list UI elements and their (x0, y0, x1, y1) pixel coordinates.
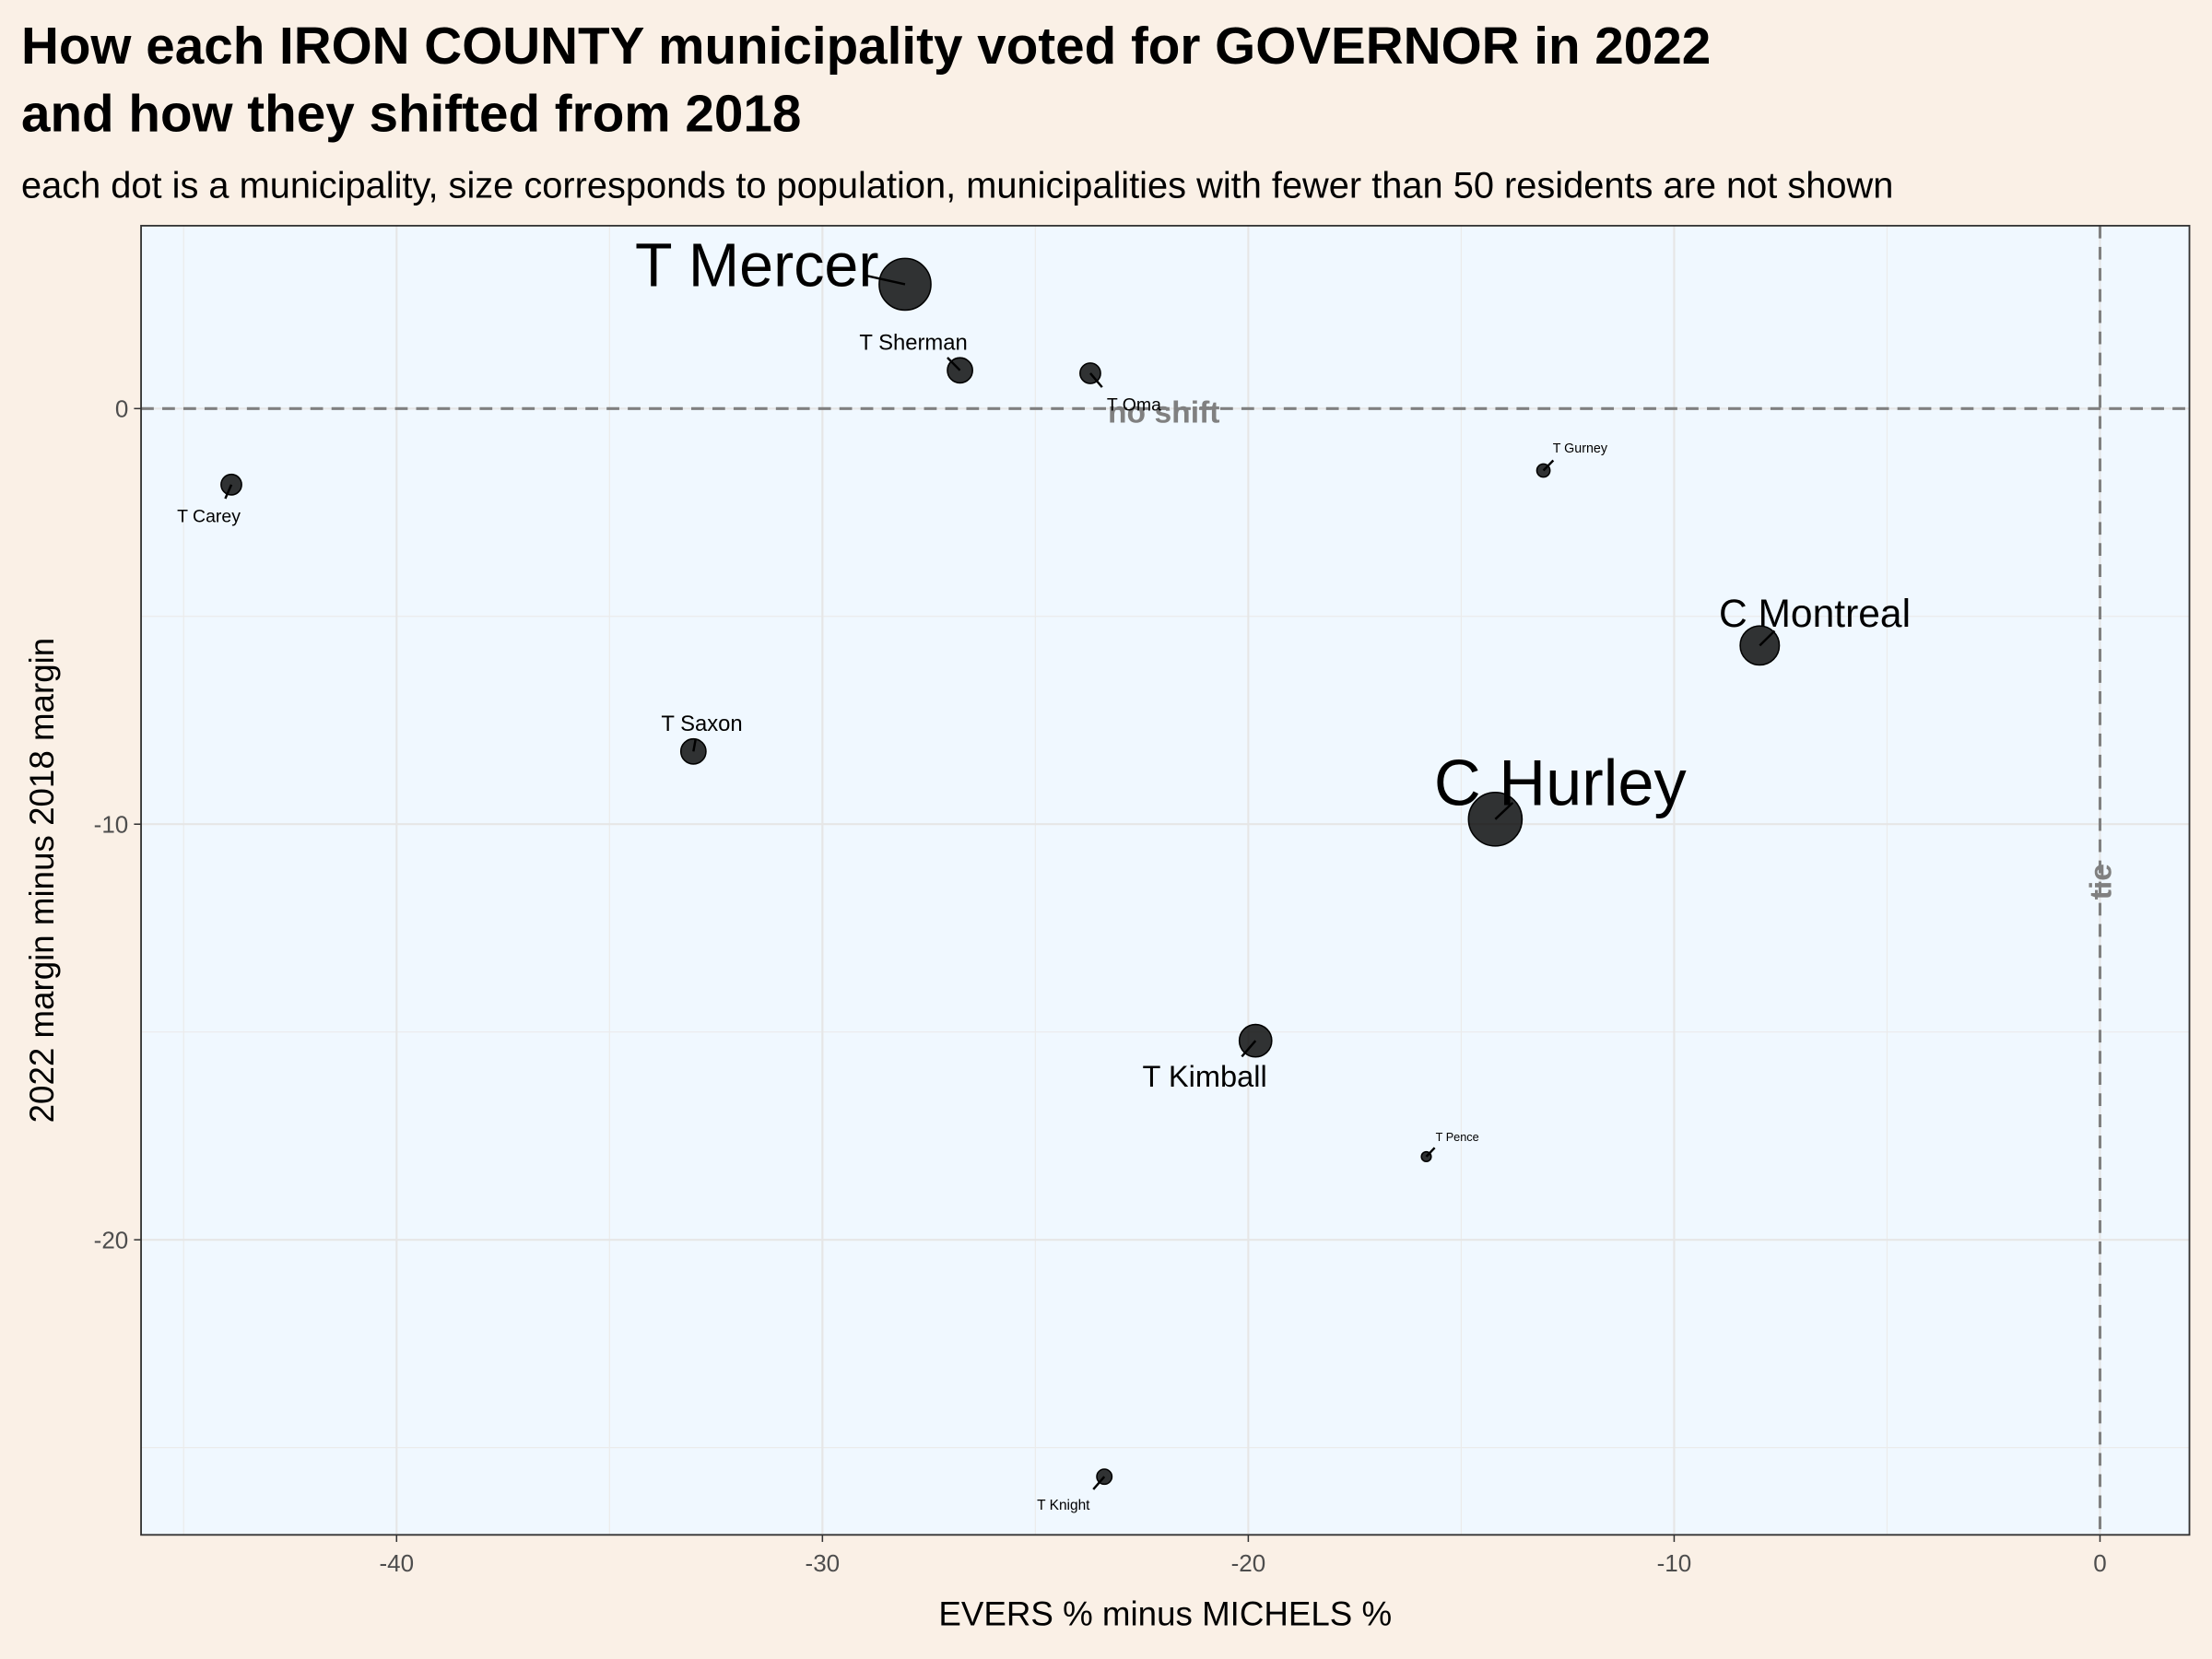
reference-label: tie (2085, 864, 2119, 900)
leader-line (1089, 372, 1103, 388)
leader-line (947, 357, 961, 371)
chart-title-line2: and how they shifted from 2018 (21, 85, 801, 143)
x-tick-label: -20 (1231, 1549, 1266, 1577)
x-tick-label: -10 (1657, 1549, 1692, 1577)
leader-line (1241, 1040, 1257, 1058)
marks: no shift tie T Mercer T Sherman T Oma T Carey… (141, 225, 2190, 1535)
point-label: T Mercer (635, 231, 878, 300)
point-label: C Hurley (1434, 747, 1688, 819)
leader-line (224, 484, 233, 500)
x-tick-label: 0 (2093, 1549, 2106, 1577)
leader-line (692, 738, 698, 752)
leader-line (1425, 1147, 1436, 1158)
leader-line (865, 274, 906, 286)
point-label: T Kimball (1143, 1059, 1267, 1093)
point-label: T Knight (1037, 1498, 1090, 1513)
point-label: T Oma (1107, 394, 1161, 415)
chart-title: How each IRON COUNTY municipality voted … (21, 18, 1711, 76)
leader-line (1494, 802, 1514, 820)
panel-border (140, 224, 2191, 1536)
reference-label: no shift (1108, 396, 1220, 430)
point-label: T Gurney (1553, 441, 1608, 456)
x-tick-label: -30 (806, 1549, 841, 1577)
x-tick-label: -40 (379, 1549, 414, 1577)
chart-subtitle: each dot is a municipality, size corresp… (21, 165, 1893, 206)
y-tick-label: -20 (94, 1226, 129, 1253)
leader-line (1542, 459, 1555, 472)
x-axis-title: EVERS % minus MICHELS % (938, 1594, 1392, 1632)
point-label: T Carey (177, 506, 241, 526)
point-label: C Montreal (1719, 592, 1911, 636)
y-tick-label: -10 (94, 810, 129, 838)
point-label: T Saxon (661, 712, 742, 736)
y-axis-title: 2022 margin minus 2018 margin (23, 638, 61, 1124)
point (679, 737, 707, 765)
leader-line (1092, 1476, 1106, 1490)
y-tick-label: 0 (115, 394, 128, 422)
leader-line (1759, 629, 1776, 647)
point-label: T Sherman (859, 331, 967, 356)
point-label: T Pence (1436, 1131, 1479, 1144)
plot-panel (141, 225, 2190, 1535)
point (878, 257, 932, 312)
